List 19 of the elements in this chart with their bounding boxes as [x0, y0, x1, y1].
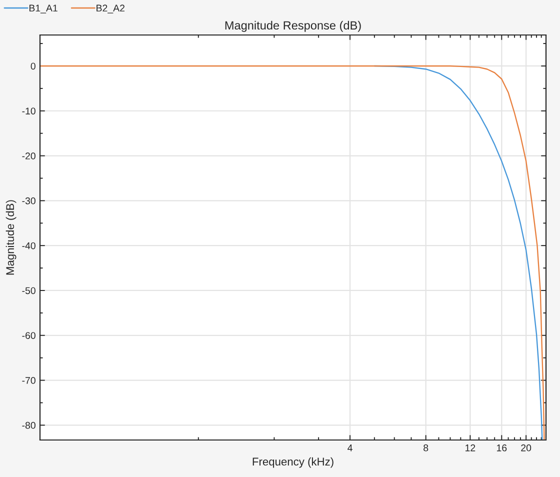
- y-tick-label: -80: [22, 422, 36, 429]
- y-tick-label: -20: [22, 152, 36, 160]
- y-tick-label: -30: [22, 197, 36, 204]
- y-tick-label: -10: [22, 108, 36, 114]
- y-tick-label: -50: [22, 287, 36, 294]
- x-axis-title: Frequency (kHz): [252, 457, 334, 468]
- y-tick-label: -40: [22, 242, 36, 250]
- legend-label: B2_A2: [96, 4, 124, 14]
- y-tick-label: 0: [30, 62, 36, 70]
- x-tick-label: 8: [424, 444, 428, 452]
- y-axis-title: Magnitude (dB): [6, 200, 16, 275]
- x-tick-label: 20: [521, 444, 532, 452]
- x-tick-label: 16: [496, 444, 507, 452]
- y-tick-label: -70: [22, 377, 36, 384]
- chart-title: Magnitude Response (dB): [225, 20, 361, 32]
- y-tick-label: -60: [22, 332, 36, 339]
- x-tick-label: 12: [466, 444, 476, 452]
- x-tick-label: 4: [348, 444, 352, 452]
- legend-label: B1_A1: [29, 4, 58, 14]
